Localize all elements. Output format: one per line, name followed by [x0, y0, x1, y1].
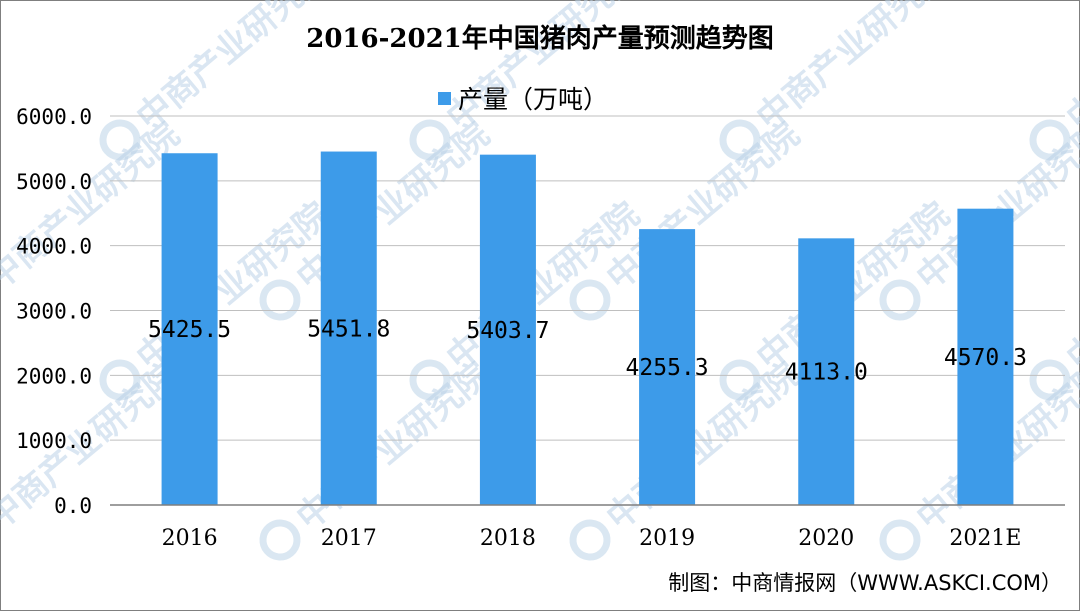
- bar-2019: [639, 229, 696, 505]
- watermark: 中商产业研究院: [0, 114, 187, 298]
- x-tick-label: 2016: [162, 526, 218, 551]
- watermark-logo-icon: [409, 119, 451, 161]
- watermark-text: 中商产业研究院: [289, 354, 497, 538]
- watermark-logo-icon: [1029, 119, 1071, 161]
- bar-2020: [798, 238, 855, 505]
- data-label: 4255.3: [626, 355, 709, 381]
- source-credit: 制图：中商情报网（WWW.ASKCI.COM）: [668, 571, 1062, 595]
- bars: [161, 151, 1014, 506]
- data-label: 5403.7: [466, 318, 549, 344]
- y-tick-label: 5000.0: [16, 170, 92, 194]
- y-tick-label: 6000.0: [16, 105, 92, 129]
- watermark-logo-icon: [259, 519, 301, 561]
- x-tick-label: 2019: [639, 526, 695, 551]
- gridlines: [110, 115, 1065, 441]
- data-labels: 5425.5 5451.8 5403.7 4255.3 4113.0 4570.3: [148, 316, 1027, 385]
- data-label: 5425.5: [148, 317, 231, 343]
- data-label: 4113.0: [785, 360, 868, 386]
- x-tick-label: 2020: [798, 526, 854, 551]
- x-tick-label: 2018: [480, 526, 536, 551]
- watermark-logo-icon: [879, 519, 921, 561]
- watermark-logo-icon: [409, 359, 451, 401]
- x-tick-label: 2017: [321, 526, 377, 551]
- y-tick-label: 1000.0: [16, 429, 92, 453]
- bar-2021E: [957, 208, 1014, 506]
- bar-2017: [320, 151, 377, 505]
- watermark-logo-icon: [719, 119, 761, 161]
- y-axis-ticks: 0.0 1000.0 2000.0 3000.0 4000.0 5000.0 6000.0: [16, 105, 92, 518]
- watermark-text: 中商产业研究院: [599, 354, 807, 538]
- watermark-logo-icon: [719, 359, 761, 401]
- legend: 产量（万吨）: [438, 85, 608, 114]
- legend-swatch: [438, 92, 451, 105]
- watermark-logo-icon: [99, 359, 141, 401]
- y-tick-label: 2000.0: [16, 364, 92, 388]
- data-label: 4570.3: [944, 345, 1027, 371]
- watermark-logo-icon: [99, 119, 141, 161]
- y-tick-label: 3000.0: [16, 300, 92, 324]
- bar-2016: [161, 153, 218, 505]
- legend-label: 产量（万吨）: [458, 85, 608, 114]
- data-label: 5451.8: [307, 316, 390, 342]
- watermark-text: 中商产业研究院: [1059, 194, 1080, 378]
- watermark-logo-icon: [1029, 359, 1071, 401]
- x-axis-ticks: 2016 2017 2018 2019 2020 2021E: [162, 526, 1022, 551]
- x-tick-label: 2021E: [949, 526, 1021, 551]
- watermark-text: 中商产业研究院: [1059, 0, 1080, 138]
- watermark-text: 中商产业研究院: [0, 114, 187, 298]
- bar-2018: [479, 154, 536, 506]
- watermark-logo-icon: [569, 519, 611, 561]
- y-tick-label: 4000.0: [16, 235, 92, 259]
- y-tick-label: 0.0: [54, 494, 92, 518]
- chart-title: 2016-2021年中国猪肉产量预测趋势图: [306, 23, 774, 54]
